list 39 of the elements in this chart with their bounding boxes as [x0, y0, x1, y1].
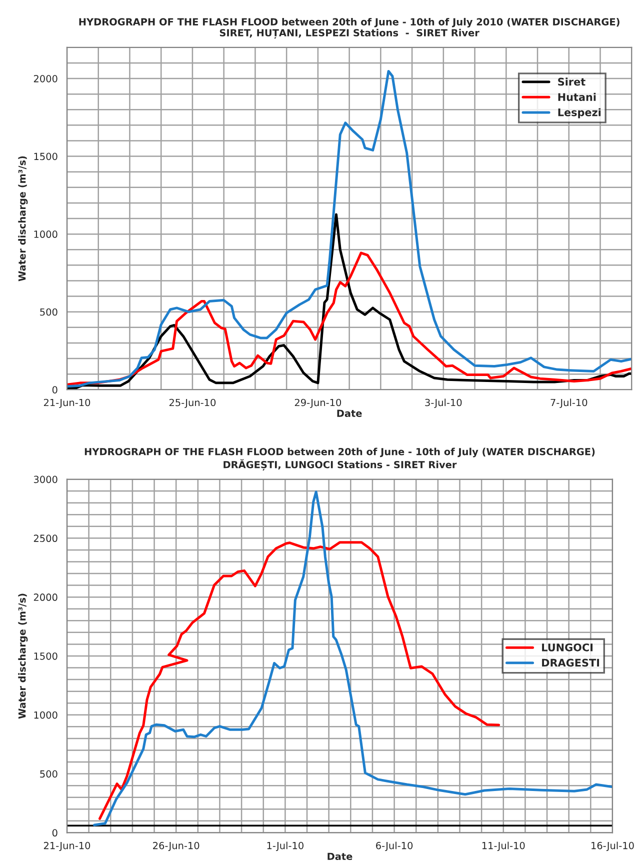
x-tick-label: 1-Jul-10 — [267, 842, 304, 852]
y-tick-label: 2500 — [34, 534, 58, 542]
y-tick-label: 2000 — [34, 75, 58, 82]
x-tick-label: 7-Jul-10 — [550, 398, 588, 408]
x-tick-label: 3-Jul-10 — [425, 398, 462, 408]
y-axis-title: Water discharge (m³/s) — [18, 594, 28, 719]
legend-label: Lespezi — [558, 108, 601, 118]
x-tick-label: 16-Jul-10 — [592, 842, 634, 852]
legend-label: Siret — [558, 78, 586, 86]
legend-label: DRAGESTI — [542, 658, 600, 667]
x-tick-label: 21-Jun-10 — [44, 842, 90, 852]
x-tick-label: 29-Jun-10 — [294, 398, 342, 408]
y-tick-label: 1000 — [34, 230, 58, 238]
line-series — [98, 541, 500, 820]
chart-subtitle: SIRET, HUȚANI, LESPEZI Stations - SIRET River — [220, 28, 480, 39]
y-tick-label: 2000 — [34, 594, 58, 601]
legend-label: Hutani — [558, 92, 596, 101]
chart-title: HYDROGRAPH OF THE FLASH FLOOD between 20th of June - 10th of July (WATER DISCHARGE) — [84, 448, 595, 458]
y-tick-label: 1000 — [34, 711, 58, 719]
y-tick-label: 1500 — [34, 152, 58, 160]
y-tick-label: 1500 — [34, 652, 58, 660]
chart-subtitle: DRĂGEȘTI, LUNGOCI Stations - SIRET River — [224, 459, 457, 470]
line-series — [66, 252, 632, 386]
x-tick-label: 6-Jul-10 — [376, 842, 413, 852]
y-tick-label: 3000 — [34, 476, 58, 484]
y-tick-label: 0 — [52, 829, 58, 837]
x-tick-label: 11-Jul-10 — [482, 842, 525, 852]
x-axis-title: Date — [337, 410, 362, 417]
y-axis-title: Water discharge (m³/s) — [18, 156, 28, 282]
y-tick-label: 500 — [40, 308, 58, 316]
line-series — [93, 490, 612, 826]
x-tick-label: 25-Jun-10 — [169, 398, 216, 408]
x-tick-label: 26-Jun-10 — [153, 842, 200, 852]
chart-title: HYDROGRAPH OF THE FLASH FLOOD between 20th of June - 10th of July 2010 (WATER DISCHARGE) — [79, 18, 620, 28]
y-tick-label: 0 — [52, 386, 58, 394]
x-axis-title: Date — [328, 852, 352, 860]
x-tick-label: 21-Jun-10 — [44, 398, 90, 408]
y-tick-label: 500 — [40, 770, 58, 778]
legend-label: LUNGOCI — [542, 643, 593, 652]
